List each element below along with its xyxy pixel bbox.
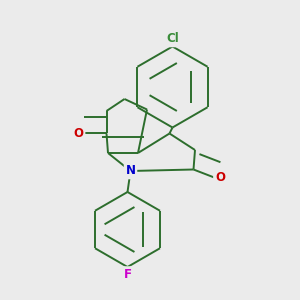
Text: O: O [215, 171, 225, 184]
Text: O: O [74, 127, 84, 140]
Text: F: F [124, 268, 131, 281]
Text: Cl: Cl [166, 32, 179, 46]
Text: N: N [125, 164, 136, 178]
